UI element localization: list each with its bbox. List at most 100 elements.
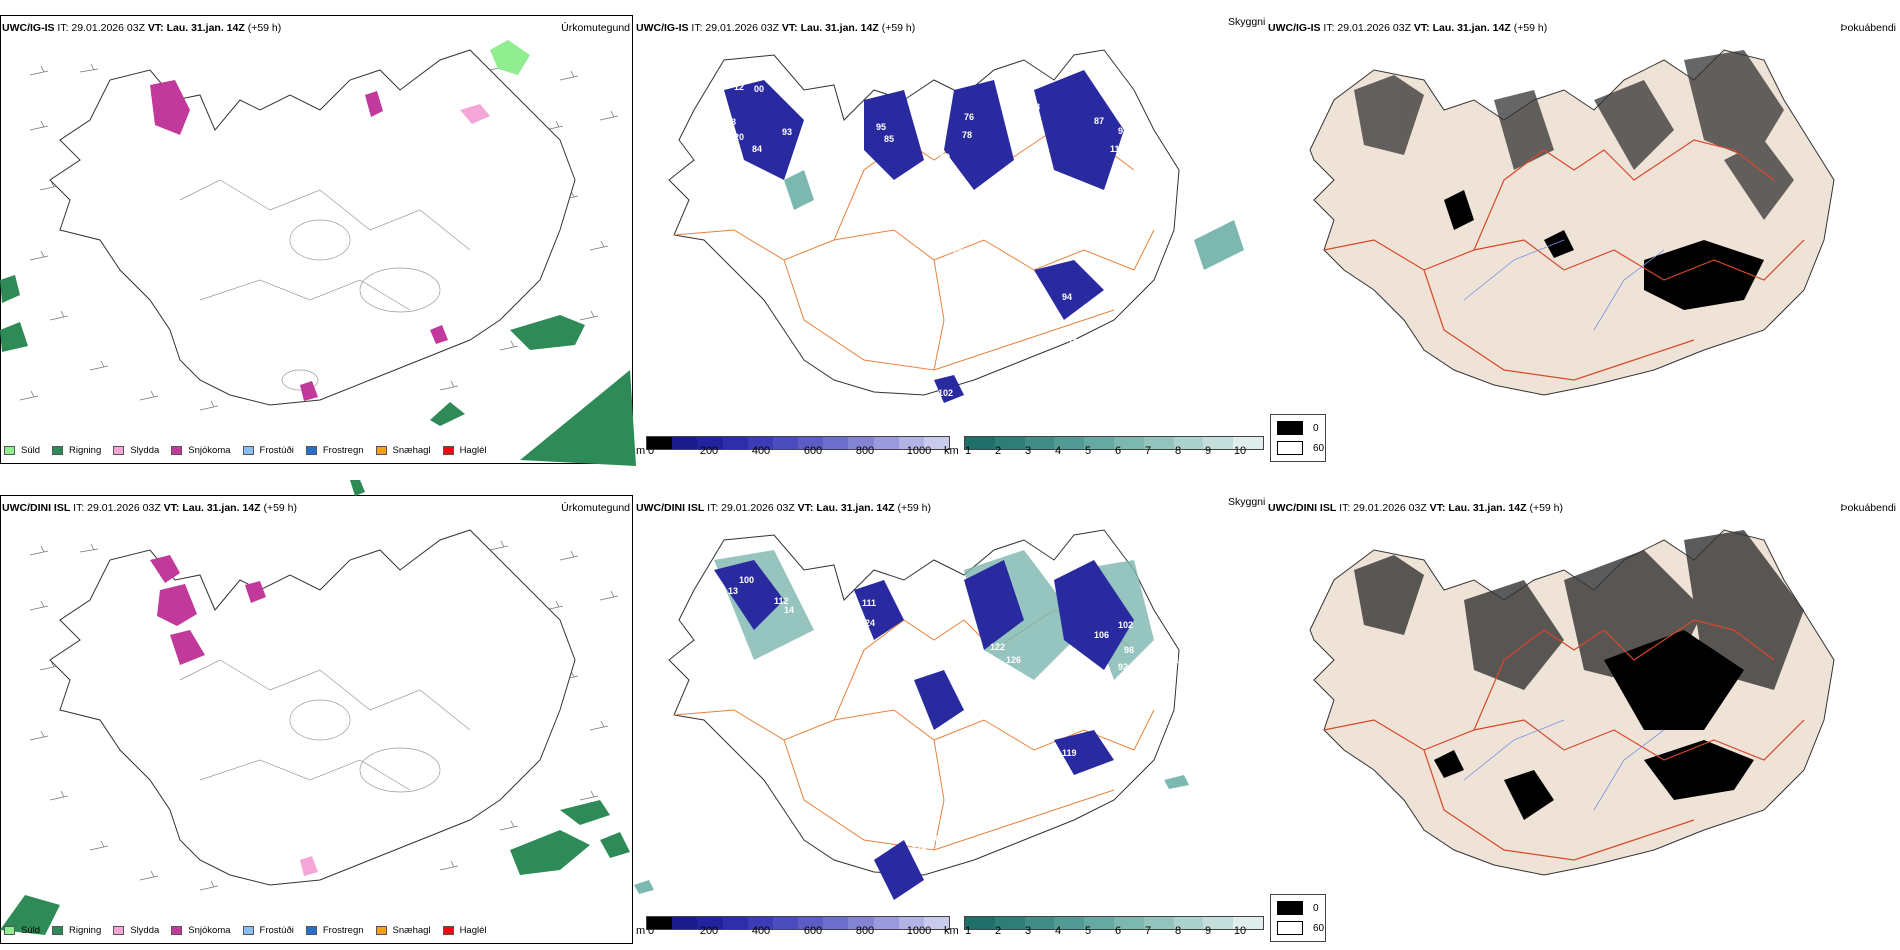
cloud-base-label: 20: [734, 132, 744, 142]
lead-time: (+59 h): [878, 22, 916, 34]
cbar-swatch: [1084, 437, 1114, 449]
fog-legend-high-label: 60: [1313, 443, 1325, 454]
legend-swatch: [375, 445, 387, 455]
panel-header: UWC/DINI ISL IT: 29.01.2026 03Z VT: Lau.…: [636, 502, 931, 514]
visibility-tick: 9: [1204, 925, 1212, 937]
visibility-unit: km: [944, 925, 959, 937]
cloud-base-values: 100 13 112 14 105 101 111 124 100 122 12…: [728, 543, 1185, 897]
height-tick: 800: [855, 925, 875, 937]
visibility-tick: 5: [1084, 445, 1092, 457]
init-time: IT: 29.01.2026 03Z: [54, 22, 148, 34]
fog-legend-low-label: 0: [1313, 423, 1319, 434]
precip-areas: [0, 40, 636, 466]
visibility-tick: 7: [1144, 445, 1152, 457]
panel-header: UWC/DINI ISL IT: 29.01.2026 03Z VT: Lau.…: [1268, 502, 1563, 514]
visibility-tick: 2: [994, 925, 1002, 937]
cbar-swatch: [1173, 437, 1204, 449]
cloud-base-label: 60: [930, 834, 940, 844]
valid-time: Lau. 31.jan. 14Z: [163, 22, 245, 34]
cbar-swatch: [747, 917, 773, 929]
cloud-base-label: 76: [964, 112, 974, 122]
visibility-unit: km: [944, 445, 959, 457]
legend-swatch: [442, 445, 454, 455]
legend-swatch: [113, 445, 125, 455]
cloud-base-label: 78: [962, 130, 972, 140]
cbar-swatch: [1024, 917, 1055, 929]
height-tick: 800: [855, 445, 875, 457]
visibility-tick: 4: [1054, 445, 1062, 457]
lead-time: (+59 h): [244, 22, 282, 34]
legend-label: Snjókoma: [188, 924, 231, 936]
cloud-base-label: 111: [862, 598, 876, 608]
legend-swatch: [4, 925, 15, 935]
init-time: IT: 29.01.2026 03Z: [704, 502, 798, 514]
height-tick: 200: [699, 445, 719, 457]
fog-legend-low-label: 0: [1313, 903, 1319, 914]
height-tick: 1000: [906, 445, 932, 457]
model-name: UWC/DINI ISL: [2, 502, 71, 514]
vt-label: VT:: [147, 22, 164, 34]
valid-time: Lau. 31.jan. 14Z: [1429, 22, 1511, 34]
low-fog-index: [1444, 190, 1764, 310]
height-tick: 400: [751, 925, 771, 937]
legend-swatch: [242, 445, 254, 455]
cbar-swatch: [1054, 917, 1085, 929]
cbar-swatch: [772, 437, 799, 449]
cloud-base-label: 12: [964, 680, 974, 690]
vt-label: VT:: [781, 22, 798, 34]
cloud-base-label: 85: [884, 134, 894, 144]
low-fog-index: [1434, 630, 1754, 820]
cbar-swatch: [1143, 437, 1174, 449]
cloud-base-label: 87: [1094, 116, 1104, 126]
cloud-base-label: 112: [774, 596, 789, 606]
panel-header: UWC/IG-IS IT: 29.01.2026 03Z VT: Lau. 31…: [1268, 22, 1547, 34]
lead-time: (+59 h): [1526, 502, 1564, 514]
model-name: UWC/IG-IS: [2, 22, 55, 34]
fog-legend: 0 60: [1270, 414, 1326, 462]
init-time: IT: 29.01.2026 03Z: [70, 502, 164, 514]
rivers: [1463, 719, 1665, 811]
fog-legend-high-label: 60: [1313, 923, 1325, 934]
cloud-base-values: 12 00 08 20 93 84 81 87 95 85 76 88 98 7…: [726, 82, 1156, 398]
precip-panel-frame: [0, 15, 633, 464]
cloud-base-label: 98: [1052, 182, 1062, 192]
visibility-tick: 9: [1204, 445, 1212, 457]
cloud-base-label: 84: [752, 144, 762, 154]
cbar-swatch: [697, 437, 723, 449]
visibility-tick: 10: [1233, 925, 1247, 937]
legend-item: Frostúði: [242, 445, 294, 456]
legend-label: Súld: [21, 444, 41, 456]
model-name: UWC/DINI ISL: [636, 502, 705, 514]
init-time: IT: 29.01.2026 03Z: [688, 22, 782, 34]
legend-label: Frostúði: [259, 924, 294, 936]
valid-time: Lau. 31.jan. 14Z: [1445, 502, 1527, 514]
precip-areas: [0, 480, 630, 935]
cbar-swatch: [994, 917, 1025, 929]
panel-header: UWC/IG-IS IT: 29.01.2026 03Z VT: Lau. 31…: [636, 22, 915, 34]
cloud-base-label: 102: [1118, 620, 1133, 630]
visibility-tick: 6: [1114, 925, 1122, 937]
valid-time: Lau. 31.jan. 14Z: [797, 22, 879, 34]
cloud-base-label: 92: [1118, 662, 1128, 672]
height-unit: m: [636, 925, 646, 937]
vt-label: VT:: [163, 502, 180, 514]
panel-header: UWC/DINI ISL IT: 29.01.2026 03Z VT: Lau.…: [2, 502, 297, 514]
cloud-base-label: 121: [924, 182, 939, 192]
fog-map: [1309, 49, 1835, 396]
cloud-base-label: 105: [762, 655, 777, 665]
cloud-base-label: 97: [1118, 126, 1128, 136]
legend-label: Slydda: [130, 924, 160, 936]
model-name: UWC/IG-IS: [1268, 22, 1321, 34]
cbar-swatch: [1233, 917, 1263, 929]
iceland-outline: [49, 529, 576, 886]
legend-label: Slydda: [130, 444, 160, 456]
legend-item: Súld: [4, 445, 40, 456]
cbar-swatch: [873, 437, 899, 449]
cloud-base-label: 12: [734, 82, 744, 92]
legend-swatch: [171, 925, 183, 935]
cloud-base-label: 104: [1068, 337, 1083, 347]
cbar-swatch: [873, 917, 899, 929]
cbar-swatch: [965, 437, 995, 449]
visibility-tick: 3: [1024, 445, 1032, 457]
lead-time: (+59 h): [1510, 22, 1548, 34]
